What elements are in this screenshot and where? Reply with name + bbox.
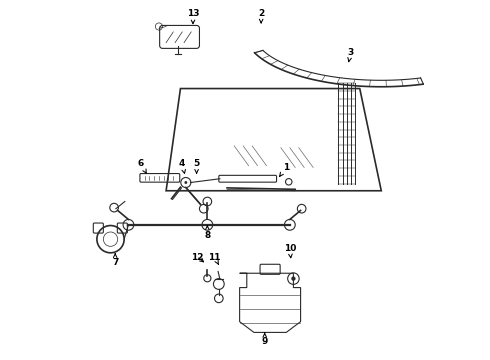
Text: 11: 11 bbox=[208, 253, 221, 265]
Text: 4: 4 bbox=[179, 159, 185, 173]
Circle shape bbox=[184, 181, 187, 184]
Text: 5: 5 bbox=[194, 159, 200, 173]
Text: 3: 3 bbox=[348, 48, 354, 62]
Text: 13: 13 bbox=[187, 9, 199, 24]
Text: 2: 2 bbox=[258, 9, 264, 23]
Text: 6: 6 bbox=[138, 159, 146, 173]
Text: 7: 7 bbox=[112, 253, 119, 267]
Circle shape bbox=[291, 276, 295, 281]
Text: 10: 10 bbox=[284, 244, 296, 258]
Text: 9: 9 bbox=[262, 333, 268, 346]
Text: 12: 12 bbox=[192, 253, 204, 262]
Text: 1: 1 bbox=[280, 163, 290, 176]
Text: 8: 8 bbox=[204, 226, 211, 240]
